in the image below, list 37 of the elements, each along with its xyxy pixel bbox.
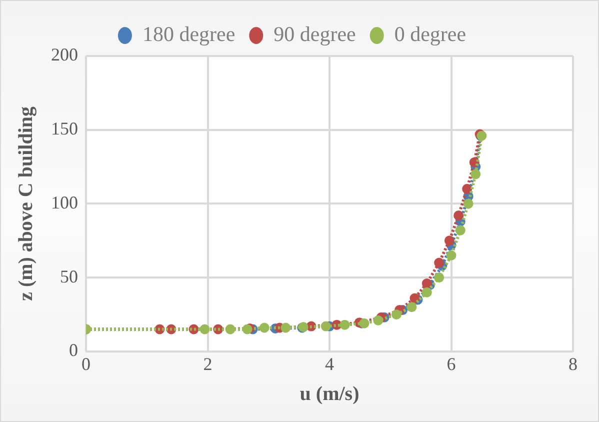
point: [444, 236, 454, 246]
point: [455, 225, 466, 236]
x-tick-label: 6: [446, 354, 456, 374]
point: [340, 320, 350, 330]
legend-label: 0 degree: [394, 22, 466, 46]
x-tick-label: 4: [325, 354, 334, 374]
point: [422, 278, 432, 288]
point: [320, 321, 331, 332]
point: [434, 272, 444, 283]
legend-label: 90 degree: [274, 22, 356, 46]
x-axis-title: u (m/s): [300, 383, 360, 406]
legend-label: 180 degree: [142, 22, 236, 46]
y-tick-label: 200: [51, 44, 78, 65]
point: [280, 322, 291, 333]
point: [454, 210, 464, 221]
point: [406, 302, 417, 312]
point: [462, 184, 472, 194]
y-tick-label: 100: [51, 192, 78, 212]
point: [242, 324, 252, 334]
x-tick-label: 8: [568, 354, 578, 374]
point: [200, 324, 210, 334]
point: [373, 315, 384, 326]
point: [463, 198, 474, 209]
y-tick-label: 150: [51, 118, 78, 139]
point: [359, 318, 370, 328]
point: [422, 287, 432, 298]
y-tick-label: 50: [60, 266, 78, 286]
x-tick-label: 0: [82, 354, 90, 374]
y-axis-title: z (m) above C building: [15, 106, 38, 301]
point: [391, 309, 402, 320]
point: [446, 250, 456, 260]
point: [434, 258, 444, 268]
point: [259, 322, 270, 333]
x-tick-label: 2: [203, 354, 212, 374]
point: [225, 324, 236, 334]
point: [470, 169, 481, 180]
y-tick-label: 0: [69, 340, 78, 360]
